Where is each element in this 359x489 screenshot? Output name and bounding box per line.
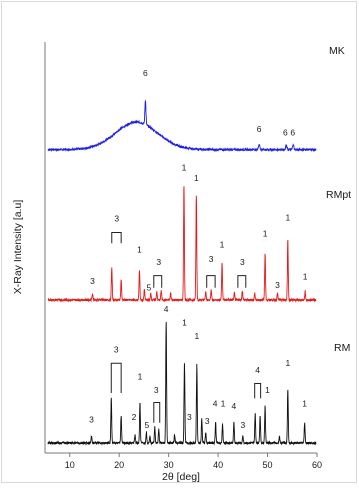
peak-annotation: 6 (290, 127, 295, 137)
peak-annotation: 1 (194, 173, 199, 183)
x-tick-label: 50 (263, 460, 273, 470)
x-tick-label: 20 (114, 460, 124, 470)
series-line-mk (47, 99, 317, 153)
peak-annotation: 3 (209, 254, 214, 264)
peak-annotation: 3 (114, 214, 119, 224)
peak-annotation: 1 (137, 245, 142, 255)
peak-bracket (153, 401, 161, 423)
peak-annotation: 4 (232, 401, 237, 411)
peak-annotation: 1 (285, 358, 290, 368)
series-labels-layer: MK RMpt RM (326, 45, 351, 354)
peak-annotation: 6 (143, 68, 148, 78)
series-label-rmpt: RMpt (326, 189, 351, 201)
peak-annotation: 4 (255, 365, 260, 375)
series-line-rmpt (47, 186, 317, 303)
peak-annotation: 3 (89, 415, 94, 425)
peak-annotation: 3 (240, 257, 245, 267)
peak-bracket (206, 275, 216, 288)
peak-annotation: 3 (90, 276, 95, 286)
peak-bracket (111, 231, 122, 244)
traces-layer (47, 99, 317, 446)
x-tick-label: 60 (312, 460, 322, 470)
x-tick-label: 30 (164, 460, 174, 470)
peak-annotation: 1 (285, 212, 290, 222)
peak-annotation: 5 (145, 420, 150, 430)
peak-annotation: 3 (114, 345, 119, 355)
peak-annotation: 1 (220, 239, 225, 249)
axes-layer (44, 42, 317, 454)
peak-annotation: 3 (154, 385, 159, 395)
peak-annotation: 1 (263, 229, 268, 239)
peak-bracket (254, 383, 262, 399)
x-tick-label: 40 (213, 460, 223, 470)
peak-annotation: 1 (302, 399, 307, 409)
x-ticks-layer: 10 20 30 40 50 60 (65, 453, 322, 470)
peak-annotation: 3 (240, 420, 245, 430)
x-tick-label: 10 (65, 460, 75, 470)
peak-annotation: 1 (138, 372, 143, 382)
series-label-mk: MK (329, 45, 345, 57)
peak-annotation: 4 (164, 304, 169, 314)
peak-annotation: 4 (213, 399, 218, 409)
peak-annotation: 1 (182, 162, 187, 172)
peak-annotation: 1 (182, 318, 187, 328)
peak-annotation: 1 (303, 272, 308, 282)
series-line-rm (47, 321, 317, 446)
peak-bracket (110, 362, 122, 393)
x-axis-label: 2θ [deg] (162, 471, 200, 483)
peak-annotation: 6 (257, 124, 262, 134)
peak-annotation: 2 (132, 412, 137, 422)
peak-bracket (237, 275, 247, 288)
peak-annotation: 6 (283, 127, 288, 137)
peak-annotation: 1 (194, 331, 199, 341)
peak-annotation: 5 (146, 283, 151, 293)
peak-annotation: 3 (275, 280, 280, 290)
peak-annotation: 3 (156, 257, 161, 267)
peak-bracket (153, 275, 163, 288)
peak-annotation: 1 (265, 385, 270, 395)
peak-annotation: 3 (187, 412, 192, 422)
series-label-rm: RM (334, 342, 350, 354)
peak-annotation: 1 (221, 399, 226, 409)
peak-annotation: 3 (205, 416, 210, 426)
y-axis-label: X-Ray Intensity [a.u] (12, 200, 24, 295)
